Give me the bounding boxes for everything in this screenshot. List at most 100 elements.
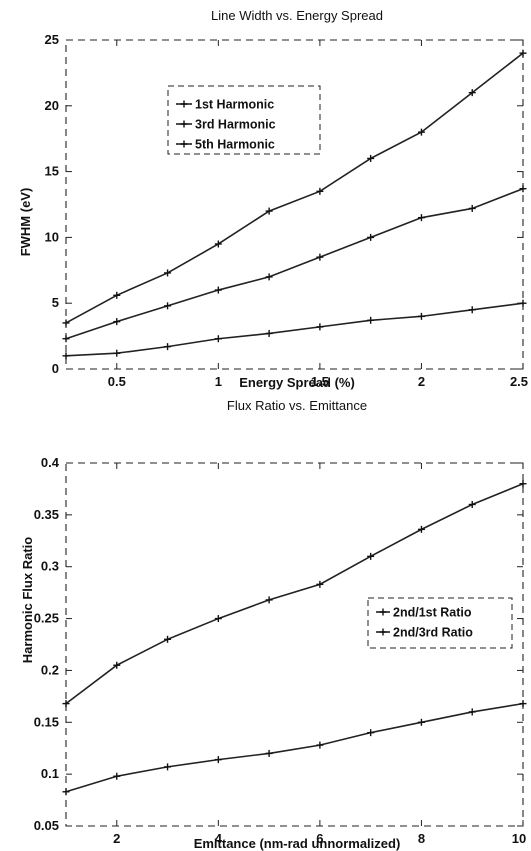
data-point <box>468 500 476 508</box>
chart-1-legend-box <box>167 85 321 155</box>
y-tick-label: 0.4 <box>41 455 60 470</box>
data-point <box>468 89 476 97</box>
chart-1-axes <box>65 39 524 370</box>
series-line <box>65 483 524 705</box>
data-point <box>519 185 527 193</box>
data-point <box>265 273 273 281</box>
chart-2-legend: 2nd/1st Ratio 2nd/3rd Ratio <box>367 597 513 649</box>
data-point <box>316 741 324 749</box>
data-point <box>113 318 121 326</box>
x-tick-label: 1 <box>215 374 222 389</box>
data-point <box>265 329 273 337</box>
y-tick-label: 0.1 <box>41 766 59 781</box>
plot-frame <box>65 39 524 370</box>
x-tick-label: 8 <box>418 831 425 846</box>
data-point <box>468 708 476 716</box>
data-point <box>367 729 375 737</box>
y-tick-label: 5 <box>52 295 59 310</box>
y-tick-label: 0 <box>52 361 59 376</box>
data-point <box>62 700 70 708</box>
data-point <box>468 306 476 314</box>
legend-entry: 3rd Harmonic <box>176 118 276 132</box>
chart-2-axes <box>65 462 524 827</box>
chart-2-ylabel: Harmonic Flux Ratio <box>20 537 35 663</box>
x-tick-label: 10 <box>512 831 526 846</box>
data-point <box>417 525 425 533</box>
y-tick-label: 0.05 <box>34 818 59 833</box>
series-line <box>65 302 524 357</box>
data-point <box>164 635 172 643</box>
x-tick-label: 2 <box>418 374 425 389</box>
x-tick-label: 4 <box>215 831 223 846</box>
legend-entry: 1st Harmonic <box>176 98 274 112</box>
x-tick-label: 2 <box>113 831 120 846</box>
chart-2-ticks: 2 4 6 8 10 0.05 0.1 0.15 0.2 0.25 0.3 0.35 0.4 <box>34 455 527 846</box>
legend-label: 2nd/1st Ratio <box>393 606 472 620</box>
chart-1-ylabel: FWHM (eV) <box>18 188 33 257</box>
chart-2-xlabel: Emittance (nm-rad unnormalized) <box>194 836 401 851</box>
chart-1-ticks: 0.5 1 1.5 2 2.5 0 5 10 15 20 25 <box>45 32 529 389</box>
y-tick-label: 0.3 <box>41 559 59 574</box>
y-tick-label: 10 <box>45 229 59 244</box>
data-point <box>62 319 70 327</box>
chart-2: Flux Ratio vs. Emittance Emittance (nm-r… <box>20 398 527 851</box>
x-tick-label: 2.5 <box>510 374 528 389</box>
data-point <box>214 335 222 343</box>
plot-frame <box>65 462 524 827</box>
data-point <box>519 480 527 488</box>
x-tick-label: 1.5 <box>311 374 329 389</box>
chart-1-legend-entries: 1st Harmonic 3rd Harmonic 5th Harmonic <box>176 98 276 152</box>
x-tick-label: 0.5 <box>108 374 126 389</box>
data-point <box>164 763 172 771</box>
y-tick-label: 25 <box>45 32 59 47</box>
chart-2-title: Flux Ratio vs. Emittance <box>227 398 367 413</box>
legend-label: 5th Harmonic <box>195 138 275 152</box>
data-point <box>519 299 527 307</box>
data-point <box>164 343 172 351</box>
legend-label: 2nd/3rd Ratio <box>393 626 473 640</box>
chart-2-legend-box <box>367 597 513 649</box>
legend-label: 1st Harmonic <box>195 98 274 112</box>
y-tick-label: 0.15 <box>34 714 59 729</box>
data-point <box>367 233 375 241</box>
y-tick-label: 0.35 <box>34 507 59 522</box>
data-point <box>113 349 121 357</box>
legend-label: 3rd Harmonic <box>195 118 276 132</box>
chart-1-title: Line Width vs. Energy Spread <box>211 8 383 23</box>
data-point <box>316 187 324 195</box>
data-point <box>417 128 425 136</box>
chart-2-legend-entries: 2nd/1st Ratio 2nd/3rd Ratio <box>376 606 473 640</box>
chart-1-legend: 1st Harmonic 3rd Harmonic 5th Harmonic <box>167 85 321 155</box>
series-line <box>65 187 524 340</box>
data-point <box>113 291 121 299</box>
legend-entry: 2nd/1st Ratio <box>376 606 472 620</box>
chart-1: Line Width vs. Energy Spread Energy Spre… <box>18 8 528 390</box>
data-point <box>265 596 273 604</box>
data-point <box>367 316 375 324</box>
data-point <box>417 312 425 320</box>
y-tick-label: 0.25 <box>34 611 59 626</box>
legend-entry: 2nd/3rd Ratio <box>376 626 473 640</box>
chart-2-series <box>62 480 527 796</box>
chart-1-xlabel: Energy Spread (%) <box>239 375 355 390</box>
data-point <box>164 269 172 277</box>
y-tick-label: 15 <box>45 164 59 179</box>
data-point <box>519 49 527 57</box>
data-point <box>214 756 222 764</box>
data-point <box>113 661 121 669</box>
data-point <box>62 788 70 796</box>
y-tick-label: 0.2 <box>41 662 59 677</box>
series-line <box>65 52 524 324</box>
data-point <box>214 615 222 623</box>
data-point <box>62 352 70 360</box>
data-point <box>468 204 476 212</box>
data-point <box>113 772 121 780</box>
data-point <box>316 253 324 261</box>
chart-1-series <box>62 49 527 360</box>
series-line <box>65 702 524 793</box>
data-point <box>265 749 273 757</box>
y-tick-label: 20 <box>45 98 59 113</box>
data-point <box>367 552 375 560</box>
data-point <box>62 335 70 343</box>
